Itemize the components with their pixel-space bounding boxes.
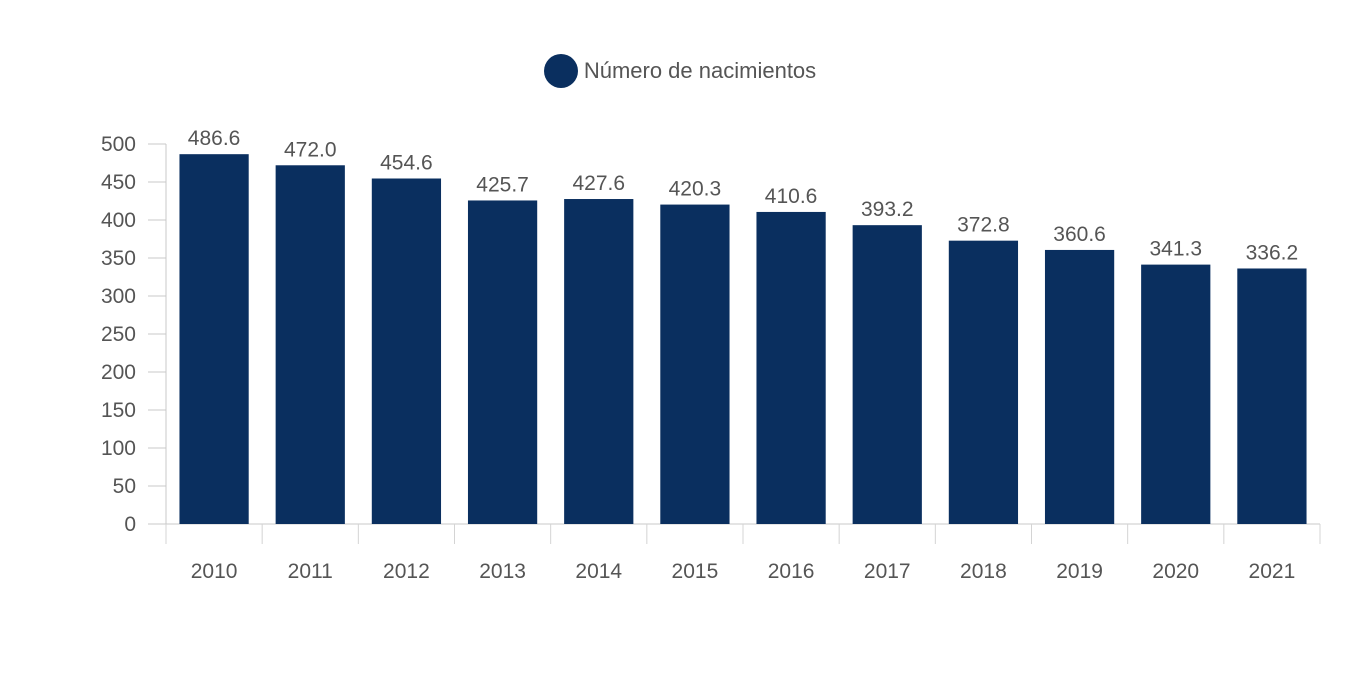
data-label-2012: 454.6 — [380, 152, 433, 175]
bar-2018 — [948, 240, 1019, 524]
bar-2020 — [1141, 264, 1211, 524]
data-label-2021: 336.2 — [1246, 241, 1299, 264]
x-tick-label-2021: 2021 — [1249, 560, 1296, 583]
x-tick-label-2011: 2011 — [288, 560, 333, 583]
data-label-2018: 372.8 — [957, 214, 1010, 237]
x-tick-label-2017: 2017 — [864, 560, 911, 583]
data-label-2013: 425.7 — [476, 173, 529, 196]
data-label-2020: 341.3 — [1149, 238, 1202, 261]
y-tick-label: 50 — [113, 475, 136, 498]
x-tick-label-2013: 2013 — [479, 560, 526, 583]
y-tick-label: 150 — [101, 399, 136, 422]
bar-2021 — [1237, 268, 1307, 524]
x-tick-label-2016: 2016 — [768, 560, 815, 583]
legend-label: Número de nacimientos — [583, 58, 817, 83]
x-tick-label-2014: 2014 — [575, 560, 622, 583]
y-tick-label: 200 — [101, 361, 136, 384]
x-tick-label-2012: 2012 — [383, 560, 430, 583]
data-label-2010: 486.6 — [188, 127, 241, 150]
legend-swatch-icon — [543, 54, 578, 88]
y-tick-label: 400 — [101, 209, 136, 232]
data-label-2011: 472.0 — [284, 138, 337, 161]
data-label-2017: 393.2 — [861, 198, 914, 221]
y-tick-label: 0 — [124, 513, 136, 536]
x-tick-label-2018: 2018 — [960, 560, 1007, 583]
data-label-2016: 410.6 — [765, 185, 818, 208]
bar-2011 — [275, 165, 345, 524]
y-tick-label: 300 — [101, 285, 136, 308]
legend[interactable]: Número de nacimientos — [0, 54, 1360, 88]
x-tick-label-2020: 2020 — [1152, 560, 1199, 583]
data-label-2014: 427.6 — [572, 172, 625, 195]
y-tick-label: 500 — [101, 133, 136, 156]
y-tick-label: 350 — [101, 247, 136, 270]
bar-2017 — [852, 225, 922, 524]
y-tick-label: 450 — [101, 171, 136, 194]
x-tick-label-2019: 2019 — [1056, 560, 1103, 583]
bar-2012 — [371, 178, 442, 524]
x-tick-label-2015: 2015 — [672, 560, 719, 583]
y-tick-label: 250 — [101, 323, 136, 346]
data-label-2019: 360.6 — [1053, 223, 1106, 246]
bar-2015 — [660, 204, 730, 524]
x-tick-label-2010: 2010 — [191, 560, 238, 583]
bar-2014 — [564, 199, 634, 525]
bar-2016 — [756, 211, 826, 524]
y-tick-label: 100 — [101, 437, 136, 460]
bar-2019 — [1044, 249, 1115, 524]
bar-2013 — [467, 200, 538, 524]
data-label-2015: 420.3 — [669, 178, 722, 201]
bar-2010 — [179, 154, 249, 524]
